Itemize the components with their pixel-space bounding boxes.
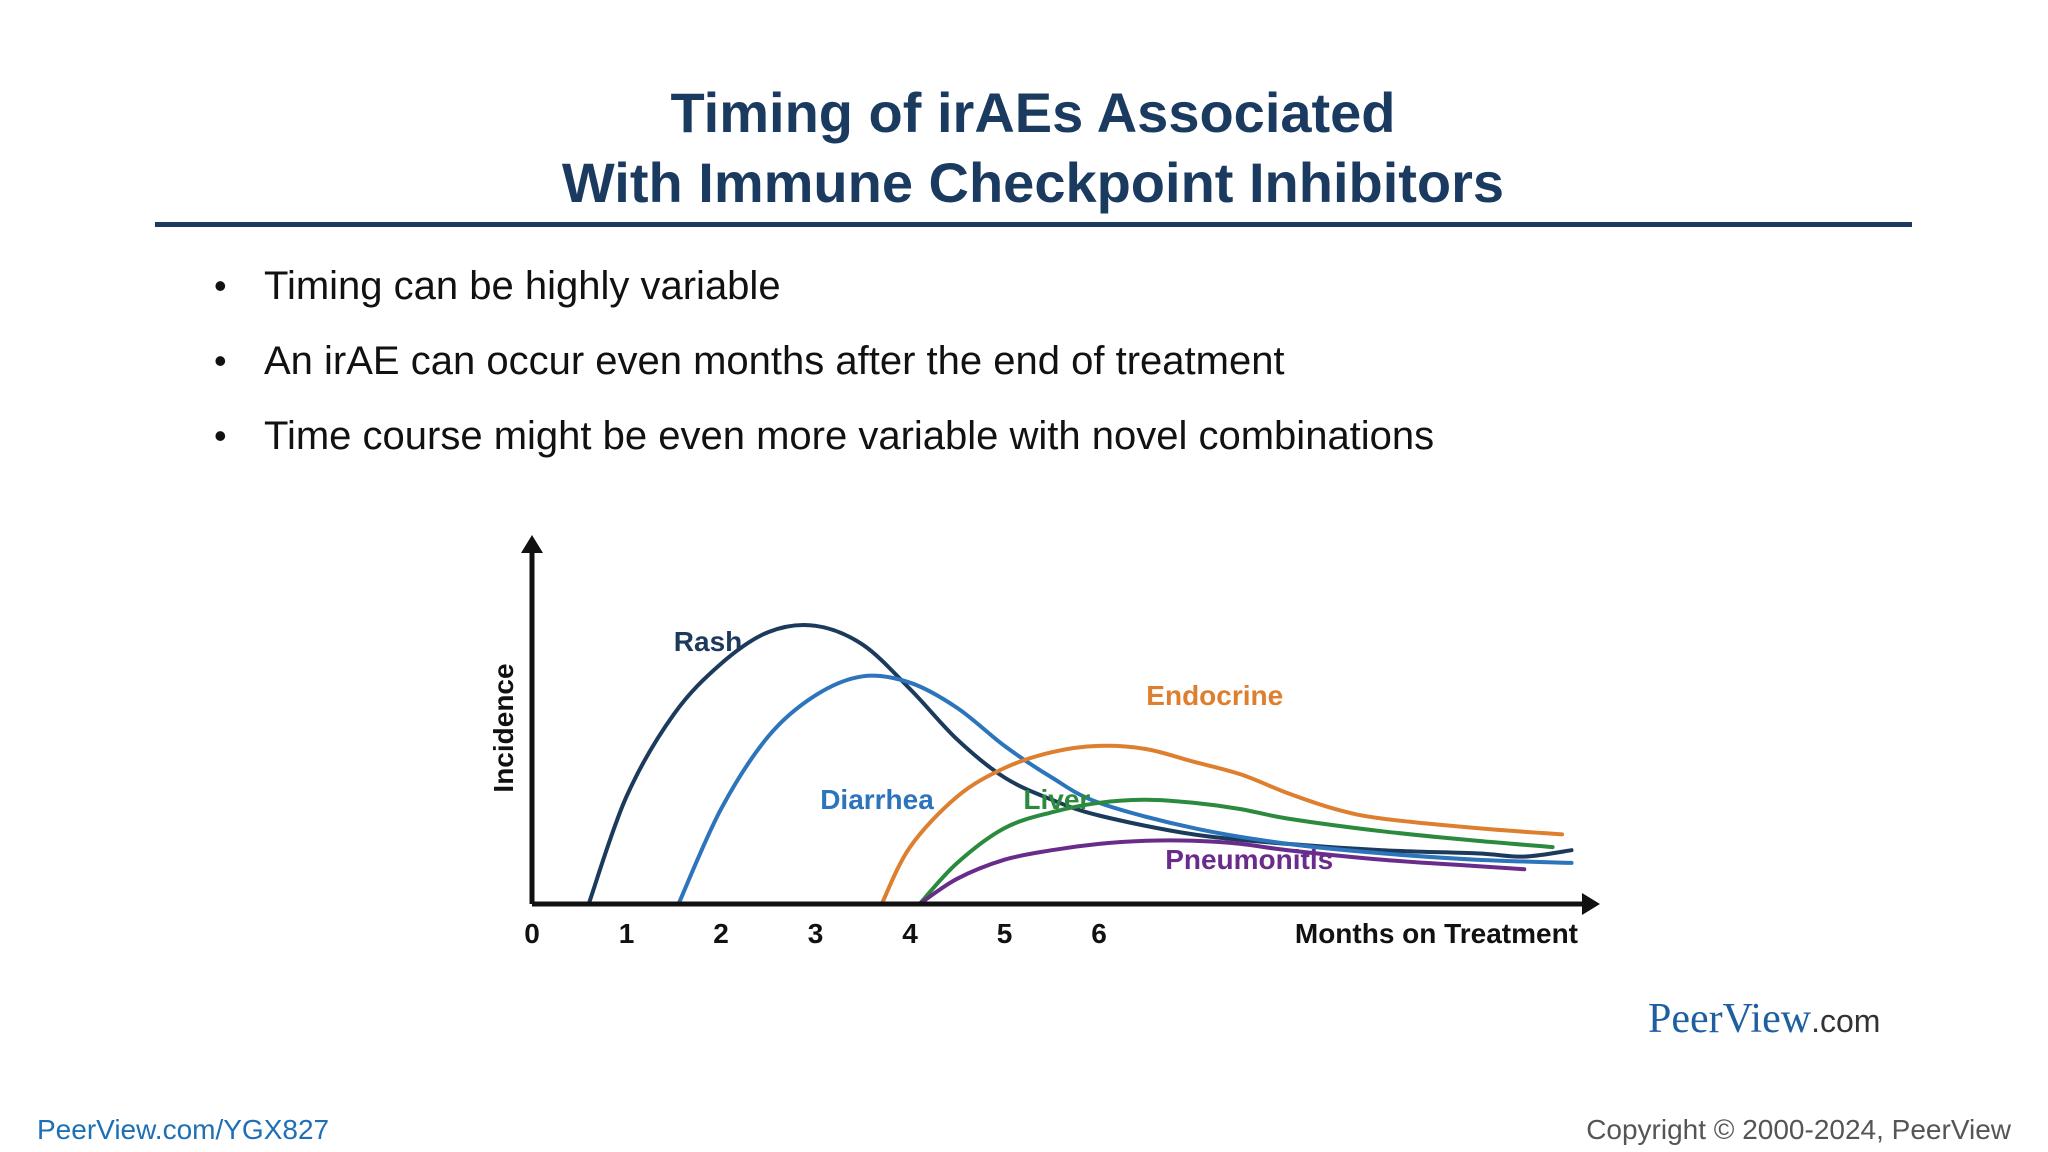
peerview-logo: PeerView.com [1648,995,1880,1043]
bullet-dot: • [214,340,227,381]
bullet-dot: • [214,415,227,456]
series-layer [586,622,1574,906]
series-line-pneumonitis [917,838,1527,906]
brand-name: PeerView [1648,996,1812,1042]
x-axis-arrowhead [1582,893,1600,915]
title-divider [155,222,1912,227]
series-label-pneumonitis: Pneumonitis [1165,844,1333,875]
slide-title-line-2: With Immune Checkpoint Inhibitors [561,151,1505,214]
x-tick-label: 4 [902,918,918,949]
x-tick-label: 3 [808,918,824,949]
x-tick-label: 1 [619,918,635,949]
series-line-diarrhea [676,673,1574,906]
series-label-diarrhea: Diarrhea [820,784,934,815]
bullet-item: • An irAE can occur even months after th… [214,329,1434,404]
series-line-endocrine [879,743,1564,906]
series-label-rash: Rash [674,626,742,657]
bullet-list: • Timing can be highly variable • An irA… [214,254,1434,479]
x-tick-label: 5 [997,918,1013,949]
slide-title-line-1: Timing of irAEs Associated [670,81,1396,144]
brand-suffix: .com [1811,1003,1881,1039]
series-line-rash [586,622,1574,906]
bullet-dot: • [214,265,227,306]
bullet-item: • Timing can be highly variable [214,254,1434,329]
footer-link[interactable]: PeerView.com/YGX827 [37,1114,330,1145]
y-axis-label: Incidence [488,663,519,792]
series-label-liver: Liver [1023,784,1090,815]
bullet-text: Timing can be highly variable [264,264,781,308]
series-labels: Rash Diarrhea Endocrine Liver Pneumonitis [674,626,1333,875]
bullet-text: Time course might be even more variable … [264,414,1435,458]
series-label-endocrine: Endocrine [1146,680,1283,711]
x-axis-label: Months on Treatment [1295,918,1578,949]
x-tick-label: 2 [713,918,729,949]
x-tick-label: 6 [1091,918,1107,949]
series-line-liver [917,797,1555,906]
x-tick-labels: 0 1 2 3 4 5 6 [524,918,1107,949]
copyright-text: Copyright © 2000-2024, PeerView [1586,1114,2011,1145]
bullet-item: • Time course might be even more variabl… [214,404,1434,479]
y-axis-arrowhead [521,535,543,553]
bullet-text: An irAE can occur even months after the … [264,339,1285,383]
slide-title: Timing of irAEs Associated With Immune C… [150,78,1916,218]
x-tick-label: 0 [524,918,540,949]
